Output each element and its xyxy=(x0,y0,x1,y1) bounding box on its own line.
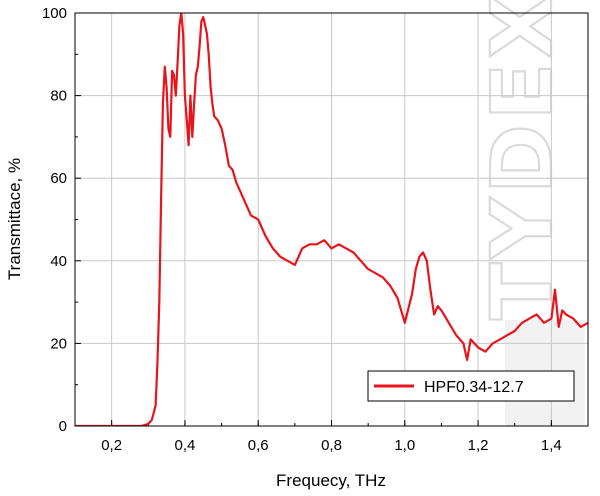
y-tick-label: 40 xyxy=(50,253,67,270)
x-tick-label: 0,8 xyxy=(321,437,342,454)
x-axis-title: Frequecy, THz xyxy=(276,471,386,490)
x-tick-label: 0,2 xyxy=(101,437,122,454)
x-tick-label: 1,0 xyxy=(394,437,415,454)
series-line xyxy=(75,13,588,426)
legend-label: HPF0.34-12.7 xyxy=(424,379,524,396)
legend: HPF0.34-12.7 xyxy=(367,370,575,402)
x-tick-label: 0,6 xyxy=(248,437,269,454)
plot-frame xyxy=(74,12,589,427)
y-tick-label: 0 xyxy=(59,418,67,435)
y-tick-label: 60 xyxy=(50,170,67,187)
y-tick-label: 80 xyxy=(50,88,67,105)
series-layer xyxy=(75,13,588,426)
y-tick-label: 20 xyxy=(50,335,67,352)
axis-ticks xyxy=(74,12,589,427)
plot-area-clip xyxy=(75,13,588,426)
x-tick-label: 0,4 xyxy=(174,437,195,454)
tick-labels: 0,2 0,4 0,6 0,8 1,0 1,2 1,4 0 20 40 60 80 100 xyxy=(42,5,562,454)
y-tick-label: 100 xyxy=(42,5,67,22)
y-axis-title: Transmittace, % xyxy=(5,158,24,280)
watermark: TYDEX xyxy=(472,0,585,426)
x-tick-label: 1,2 xyxy=(468,437,489,454)
watermark-text: TYDEX xyxy=(473,0,571,320)
x-tick-label: 1,4 xyxy=(541,437,562,454)
